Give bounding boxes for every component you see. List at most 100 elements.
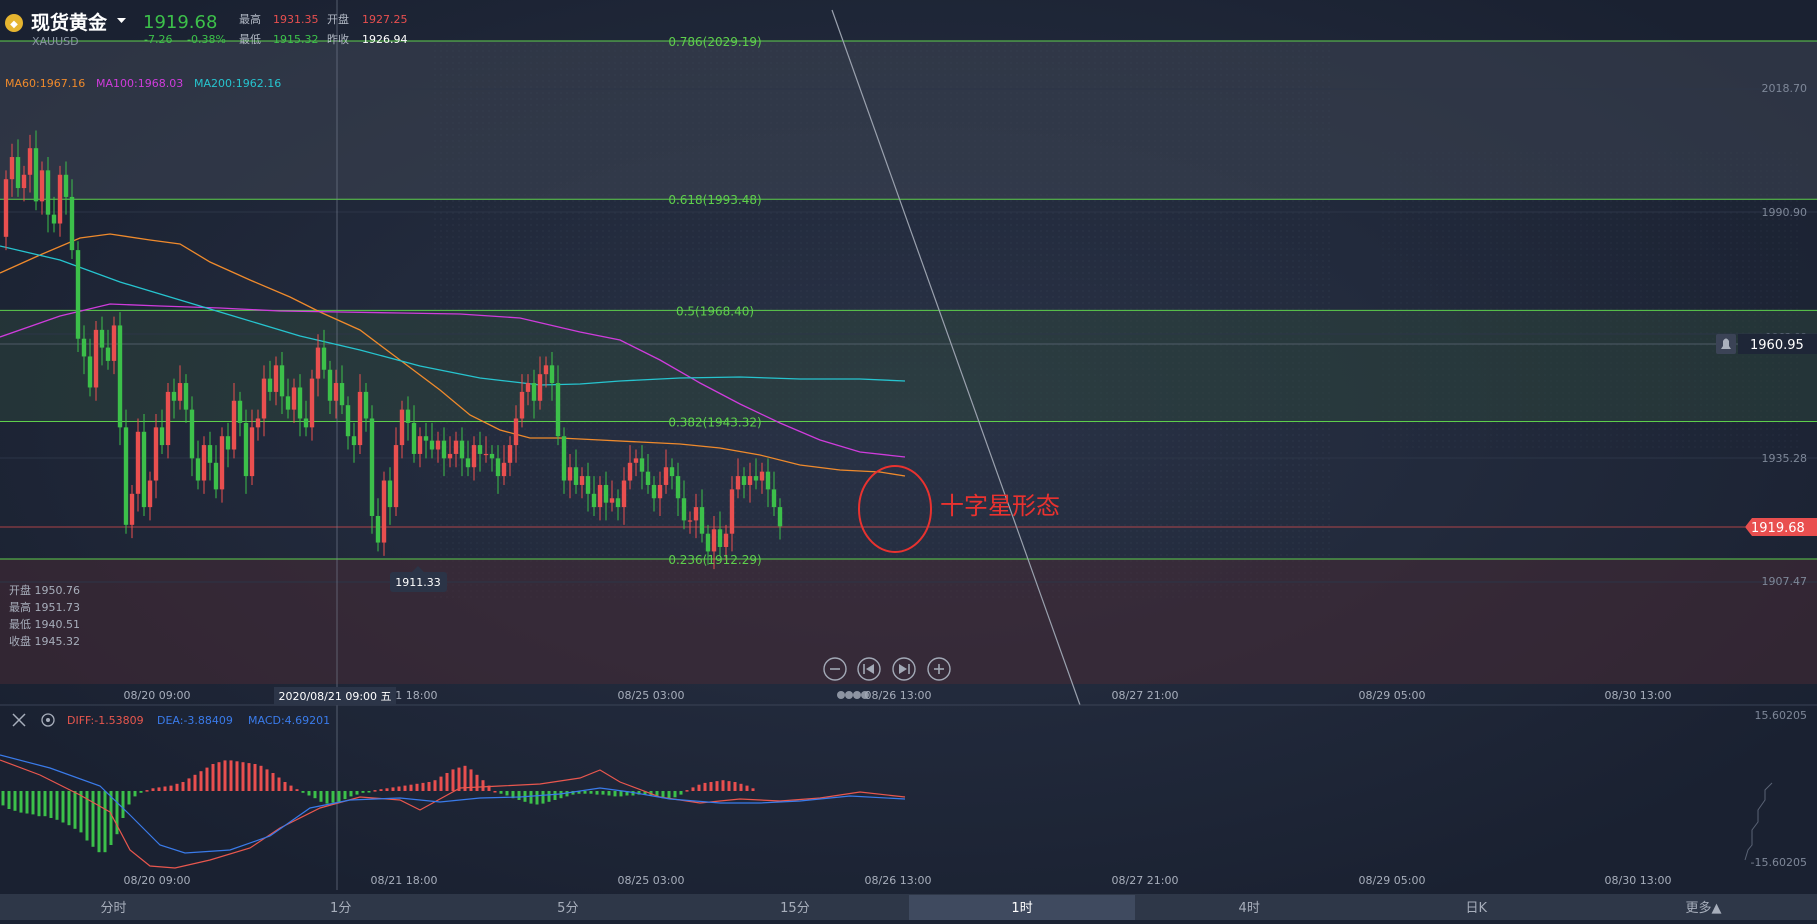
- candle: [375, 498, 381, 552]
- candle: [15, 139, 21, 197]
- diff-line: [0, 759, 906, 869]
- forward-button[interactable]: [892, 657, 916, 681]
- candle: [681, 480, 687, 530]
- tab-3[interactable]: 15分: [780, 901, 810, 916]
- macd-bar: [67, 791, 71, 826]
- candle: [555, 365, 561, 446]
- macd-bar: [403, 785, 407, 791]
- doji-highlight-circle: [858, 465, 932, 553]
- macd-bar: [487, 785, 491, 791]
- tab-1[interactable]: 1分: [330, 901, 351, 916]
- ma200-legend: MA200:1962.16: [194, 77, 281, 90]
- candle: [243, 409, 249, 494]
- candle: [291, 378, 297, 423]
- macd-bar: [385, 788, 389, 791]
- macd-settings-icon[interactable]: [41, 713, 55, 727]
- macd-bar: [61, 791, 65, 823]
- candle: [153, 414, 159, 499]
- candle: [9, 143, 15, 197]
- tab-0[interactable]: 分时: [101, 901, 127, 916]
- ma100-legend: MA100:1968.03: [96, 77, 183, 90]
- macd-bar: [163, 786, 167, 791]
- macd-bar: [607, 791, 611, 796]
- candle: [261, 365, 267, 437]
- ohlc-open: 开盘 1950.76: [9, 583, 80, 597]
- candle: [765, 458, 771, 508]
- macd-bar: [211, 764, 215, 791]
- macd-bar: [355, 791, 359, 795]
- macd-bar: [187, 778, 191, 791]
- macd-close-button[interactable]: [12, 713, 26, 727]
- fib-label: 0.618(1993.48): [668, 193, 761, 207]
- price-axis-label: 1907.47: [1762, 575, 1808, 588]
- macd-bar: [469, 769, 473, 791]
- macd-bar: [547, 791, 551, 802]
- candle: [51, 196, 57, 233]
- tab-6[interactable]: 日K: [1466, 901, 1488, 916]
- candle: [651, 476, 657, 512]
- candle: [33, 130, 39, 211]
- rewind-button[interactable]: [857, 657, 881, 681]
- candle: [633, 449, 639, 477]
- macd-bar: [349, 791, 353, 797]
- macd-bar: [319, 791, 323, 802]
- macd-bar: [373, 790, 377, 792]
- macd-bar: [685, 790, 689, 792]
- fib-label: 0.382(1943.32): [668, 416, 761, 430]
- tab-5[interactable]: 4时: [1239, 901, 1260, 916]
- macd-bar: [595, 791, 599, 795]
- candle: [669, 458, 675, 490]
- zoom-out-button[interactable]: [823, 657, 847, 681]
- candle: [57, 165, 63, 237]
- candle: [363, 383, 369, 432]
- candle: [717, 511, 723, 556]
- tab-2[interactable]: 5分: [557, 901, 578, 916]
- candle: [393, 427, 399, 516]
- current-price-value: 1919.68: [1751, 521, 1805, 536]
- fib-label: 0.786(2029.19): [668, 35, 761, 49]
- macd-bar: [625, 791, 629, 796]
- macd-bar: [511, 791, 515, 799]
- tab-4[interactable]: 1时: [1011, 901, 1032, 916]
- candle: [537, 356, 543, 410]
- time-axis-label: 08/20 09:00: [124, 689, 191, 702]
- candle: [561, 427, 567, 494]
- candle: [723, 524, 729, 561]
- macd-bar: [691, 787, 695, 791]
- macd-bar: [109, 791, 113, 845]
- macd-bar: [553, 791, 557, 800]
- chevron-down-icon[interactable]: [117, 18, 126, 23]
- macd-bar: [181, 782, 185, 791]
- candle: [285, 378, 291, 419]
- macd-bar: [475, 774, 479, 791]
- price-alert-tag[interactable]: 1960.95: [1716, 334, 1817, 354]
- candle: [615, 489, 621, 521]
- candle: [81, 325, 87, 375]
- candle: [255, 409, 261, 441]
- candle: [687, 511, 693, 534]
- ma200-line: [0, 245, 906, 386]
- candle: [369, 405, 375, 534]
- candle: [21, 165, 27, 202]
- macd-bar: [433, 780, 437, 791]
- macd-bar: [655, 791, 659, 797]
- time-axis-label: 08/25 03:00: [618, 689, 685, 702]
- macd-bar: [559, 791, 563, 799]
- macd-bar: [169, 785, 173, 791]
- candle: [663, 449, 669, 494]
- macd-bar: [421, 782, 425, 791]
- candle: [711, 515, 717, 570]
- instrument-title[interactable]: 现货黄金: [31, 11, 108, 34]
- macd-bar: [583, 791, 587, 794]
- macd-time-axis-label: 08/29 05:00: [1359, 874, 1426, 887]
- doji-annotation: 十字星形态: [940, 492, 1060, 520]
- candle: [351, 422, 357, 463]
- tab-7[interactable]: 更多▲: [1685, 900, 1721, 916]
- macd-bar: [535, 791, 539, 805]
- macd-bar: [589, 791, 593, 794]
- candle: [309, 369, 315, 441]
- macd-bar: [439, 776, 443, 791]
- candle: [267, 360, 273, 401]
- zoom-in-button[interactable]: [927, 657, 951, 681]
